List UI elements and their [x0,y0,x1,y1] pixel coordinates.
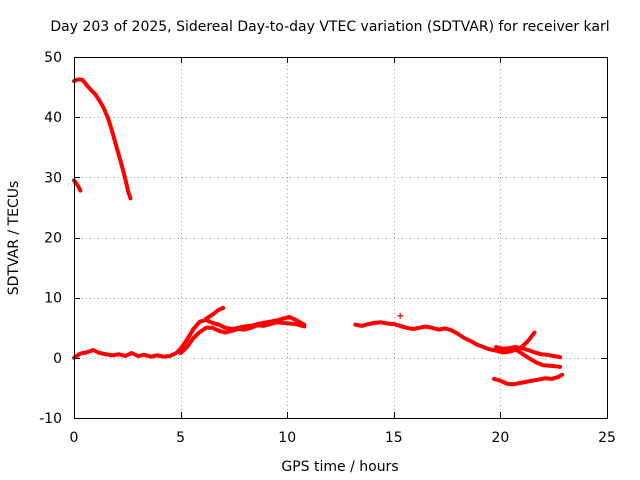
y-tick-label: 40 [44,110,62,126]
y-tick-label: 10 [44,291,62,307]
series-track-morning-peak [204,305,226,321]
data-series [72,77,565,387]
x-tick-label: 0 [70,430,79,446]
grid-lines [74,57,607,418]
x-tick-label: 20 [491,430,509,446]
chart-title: Day 203 of 2025, Sidereal Day-to-day VTE… [50,19,609,35]
y-tick-label: 0 [53,351,62,367]
x-axis-label: GPS time / hours [281,459,398,475]
y-axis-label: SDTVAR / TECUs [6,181,22,296]
series-track-afternoon-tail [494,345,563,360]
x-axis-tick-labels: 0 5 10 15 20 25 [70,430,616,446]
x-tick-label: 10 [278,430,296,446]
series-track-morning-offset [178,320,307,355]
series-track-low-morning [72,314,307,360]
y-tick-label: 20 [44,231,62,247]
series-track-short-start [72,178,83,193]
axis-ticks [74,57,608,419]
y-tick-label: -10 [39,411,62,427]
series-track-negative [492,372,565,387]
series-track-high-decay [72,77,133,201]
series-track-afternoon-main [353,320,537,355]
x-tick-label: 15 [385,430,403,446]
series-track-afternoon-descent [509,346,563,369]
series-track-isolated-mark [397,312,404,319]
y-tick-label: 50 [44,50,62,66]
y-axis-tick-labels: -10 0 10 20 30 40 50 [39,50,62,427]
y-tick-label: 30 [44,170,62,186]
x-tick-label: 25 [598,430,616,446]
x-tick-label: 5 [176,430,185,446]
